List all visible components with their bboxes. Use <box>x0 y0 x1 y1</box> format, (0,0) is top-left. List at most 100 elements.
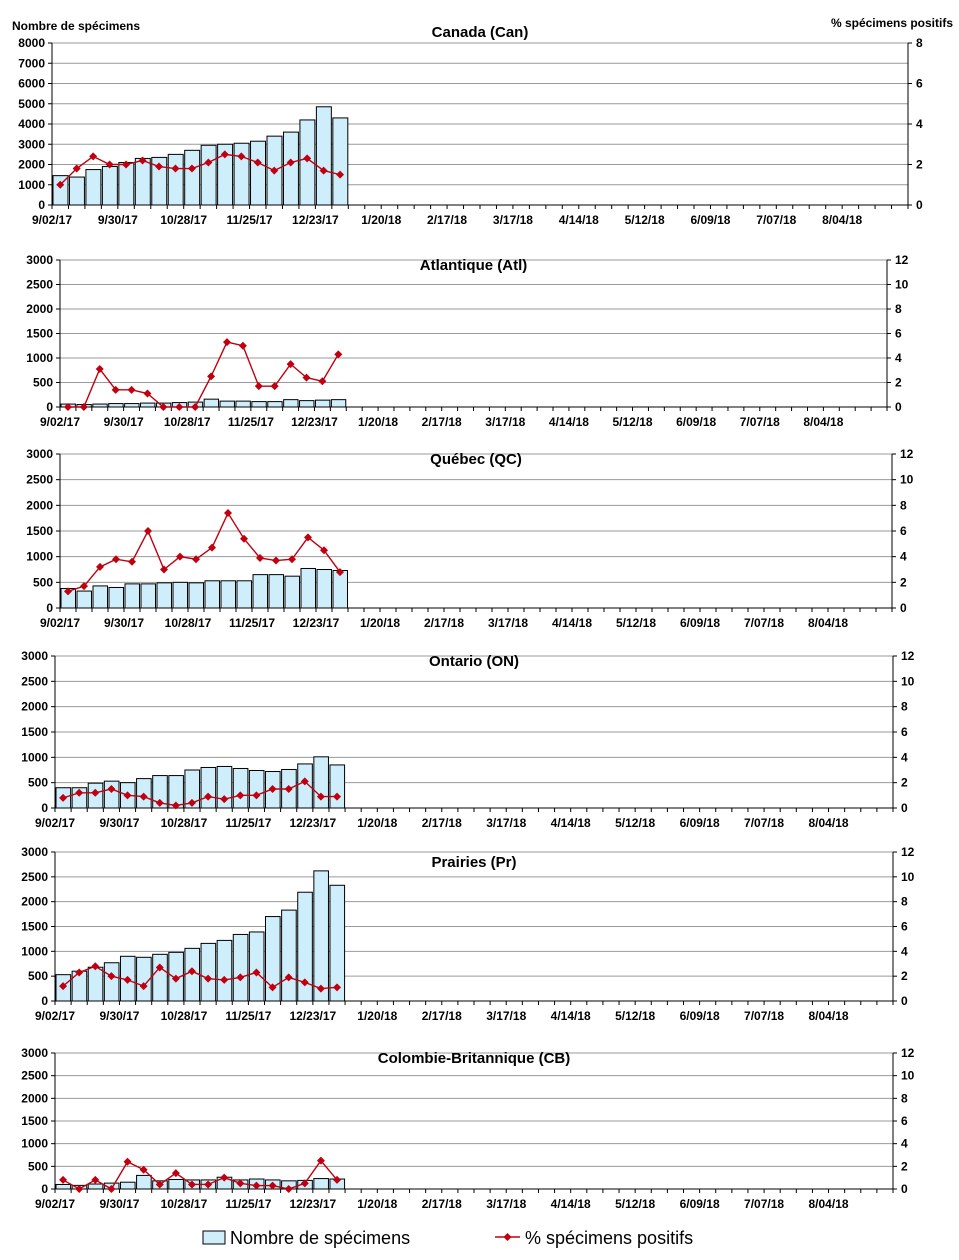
x-tick-label: 7/07/18 <box>756 213 796 227</box>
line-point <box>107 1185 116 1193</box>
y-tick-label: 2000 <box>21 895 48 909</box>
bar <box>136 1174 152 1190</box>
y-tick-label: 3000 <box>26 253 53 267</box>
x-tick-label: 9/30/17 <box>98 213 138 227</box>
x-tick-label: 4/14/18 <box>559 213 599 227</box>
x-tick-label: 8/04/18 <box>822 213 862 227</box>
y2-tick-label: 8 <box>900 498 907 512</box>
bar <box>315 106 332 206</box>
line-point <box>270 166 279 175</box>
line-point <box>333 1175 342 1184</box>
y-tick-label: 2500 <box>21 1069 48 1083</box>
x-tick-label: 7/07/18 <box>744 1197 784 1211</box>
x-tick-label: 2/17/18 <box>422 816 462 830</box>
legend-bar-label: Nombre de spécimens <box>230 1228 410 1248</box>
x-tick-label: 11/25/17 <box>228 415 274 429</box>
bar <box>314 399 331 408</box>
x-tick-label: 1/20/18 <box>357 1009 397 1023</box>
line-point <box>316 792 325 801</box>
line-point <box>300 978 309 987</box>
line-point <box>127 385 136 394</box>
y-tick-label: 0 <box>41 1182 48 1196</box>
line-point <box>139 1165 148 1174</box>
y-tick-label: 3000 <box>18 137 45 151</box>
line-point <box>270 382 279 391</box>
bar <box>140 583 156 609</box>
bar <box>188 582 204 609</box>
line-point <box>224 509 232 518</box>
x-tick-label: 6/09/18 <box>680 1009 720 1023</box>
y-tick-label: 2500 <box>26 278 53 292</box>
bar <box>184 149 201 206</box>
y-tick-label: 500 <box>28 969 48 983</box>
line-point <box>75 968 84 977</box>
line-point <box>171 1169 180 1178</box>
y-tick-label: 0 <box>46 400 53 414</box>
line-point <box>160 565 168 574</box>
line-point <box>107 785 116 793</box>
y2-tick-label: 8 <box>901 895 908 909</box>
chart-6: 0 500 1000 1500 2000 2500 3000 0 2 4 6 8 10 12 9/02/17… <box>21 1046 914 1211</box>
bar <box>216 939 233 1002</box>
line-point <box>240 534 248 543</box>
line-point <box>284 973 293 982</box>
line-point <box>300 777 309 786</box>
y2-tick-label: 2 <box>901 1159 908 1173</box>
bar <box>101 166 118 206</box>
y-tick-label: 1000 <box>26 351 53 365</box>
y2-tick-label: 6 <box>895 327 902 341</box>
y2-tick-label: 10 <box>901 674 915 688</box>
line-point <box>336 170 345 179</box>
x-tick-label: 7/07/18 <box>744 816 784 830</box>
x-tick-label: 9/02/17 <box>35 1197 75 1211</box>
x-tick-label: 2/17/18 <box>422 1197 462 1211</box>
y-tick-label: 1500 <box>26 524 53 538</box>
bar <box>313 870 329 1002</box>
line-point <box>143 389 152 398</box>
line-point <box>187 798 196 807</box>
line-point <box>204 792 213 801</box>
x-tick-label: 11/25/17 <box>225 1009 271 1023</box>
line-point <box>64 587 72 596</box>
y-tick-label: 500 <box>33 376 53 390</box>
line-point <box>171 974 180 983</box>
line-point <box>75 1185 84 1193</box>
line-point <box>252 968 261 977</box>
bar <box>267 401 283 408</box>
y-tick-label: 1000 <box>18 178 45 192</box>
right-axis-label: % spécimens positifs <box>831 16 953 30</box>
line-point <box>111 385 120 394</box>
line-point <box>107 972 116 981</box>
bar <box>316 569 332 609</box>
line-point <box>95 365 104 374</box>
x-tick-label: 8/04/18 <box>808 616 848 630</box>
bar <box>140 402 156 408</box>
x-tick-label: 5/12/18 <box>625 213 665 227</box>
bar <box>124 583 140 609</box>
x-tick-label: 3/17/18 <box>486 1197 526 1211</box>
line-point <box>284 1185 293 1193</box>
y-tick-label: 2000 <box>18 158 45 172</box>
line-point <box>59 793 68 802</box>
line-point <box>237 152 246 161</box>
x-tick-label: 5/12/18 <box>615 1009 655 1023</box>
x-tick-label: 11/25/17 <box>229 616 275 630</box>
bar <box>118 161 135 206</box>
x-tick-label: 3/17/18 <box>485 415 525 429</box>
y-tick-label: 2000 <box>21 1091 48 1105</box>
line-point <box>144 527 152 535</box>
y2-tick-label: 10 <box>901 870 915 884</box>
x-tick-label: 2/17/18 <box>424 616 464 630</box>
bar <box>268 574 284 609</box>
bar <box>200 144 217 206</box>
y2-tick-label: 0 <box>901 1182 908 1196</box>
x-tick-label: 12/23/17 <box>292 213 339 227</box>
y2-tick-label: 6 <box>901 920 908 934</box>
x-tick-label: 12/23/17 <box>293 616 340 630</box>
y-tick-label: 6000 <box>18 77 45 91</box>
x-tick-label: 2/17/18 <box>427 213 467 227</box>
x-tick-label: 9/30/17 <box>99 1009 139 1023</box>
line-point <box>208 543 216 552</box>
line-point <box>286 158 295 167</box>
y-tick-label: 1000 <box>26 550 53 564</box>
